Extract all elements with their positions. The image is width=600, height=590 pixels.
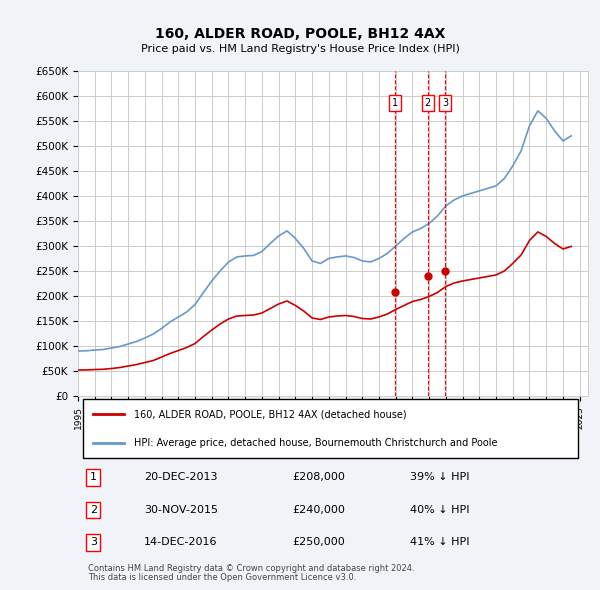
Text: 39% ↓ HPI: 39% ↓ HPI [409,473,469,483]
Text: 3: 3 [90,537,97,548]
Text: 2: 2 [425,99,431,109]
Text: 30-NOV-2015: 30-NOV-2015 [145,505,218,515]
FancyBboxPatch shape [83,399,578,458]
Text: 2: 2 [90,505,97,515]
Text: 20-DEC-2013: 20-DEC-2013 [145,473,218,483]
Text: £240,000: £240,000 [292,505,345,515]
Text: 40% ↓ HPI: 40% ↓ HPI [409,505,469,515]
Text: 3: 3 [442,99,448,109]
Text: 1: 1 [90,473,97,483]
Text: HPI: Average price, detached house, Bournemouth Christchurch and Poole: HPI: Average price, detached house, Bour… [134,438,497,448]
Text: This data is licensed under the Open Government Licence v3.0.: This data is licensed under the Open Gov… [88,573,356,582]
Text: 41% ↓ HPI: 41% ↓ HPI [409,537,469,548]
Text: £250,000: £250,000 [292,537,345,548]
Text: Contains HM Land Registry data © Crown copyright and database right 2024.: Contains HM Land Registry data © Crown c… [88,563,415,572]
Text: 160, ALDER ROAD, POOLE, BH12 4AX (detached house): 160, ALDER ROAD, POOLE, BH12 4AX (detach… [134,409,407,419]
Text: Price paid vs. HM Land Registry's House Price Index (HPI): Price paid vs. HM Land Registry's House … [140,44,460,54]
Text: 160, ALDER ROAD, POOLE, BH12 4AX: 160, ALDER ROAD, POOLE, BH12 4AX [155,27,445,41]
Text: 1: 1 [392,99,398,109]
Text: 14-DEC-2016: 14-DEC-2016 [145,537,218,548]
Text: £208,000: £208,000 [292,473,345,483]
